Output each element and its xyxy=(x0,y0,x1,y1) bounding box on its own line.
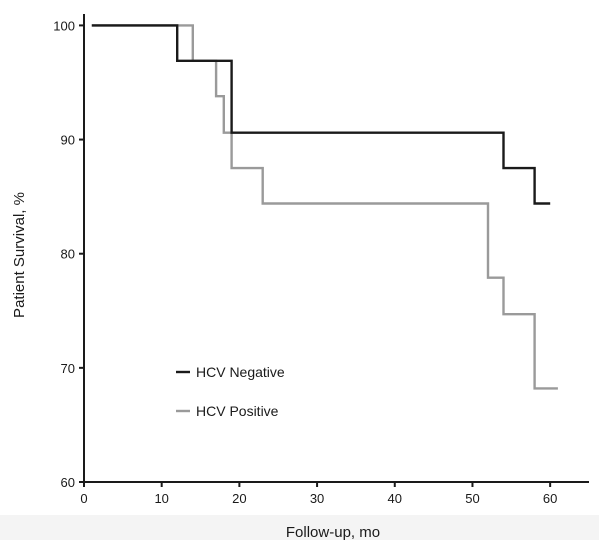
y-tick-label: 90 xyxy=(61,133,75,148)
y-tick-label: 60 xyxy=(61,475,75,490)
x-tick-label: 20 xyxy=(232,491,246,506)
y-axis-title: Patient Survival, % xyxy=(11,192,28,318)
series-line-hcv-positive xyxy=(91,24,558,390)
legend-label-hcv-positive: HCV Positive xyxy=(196,403,279,419)
y-tick-label: 70 xyxy=(61,361,75,376)
x-tick-label: 40 xyxy=(388,491,402,506)
x-tick-label: 30 xyxy=(310,491,324,506)
legend: HCV Negative HCV Positive xyxy=(176,364,285,419)
bottom-band xyxy=(0,515,599,540)
legend-label-hcv-negative: HCV Negative xyxy=(196,364,285,380)
y-tick-label: 80 xyxy=(61,247,75,262)
axes: 60 70 80 90 100 0 10 20 30 40 50 60 xyxy=(53,14,589,506)
y-tick-label: 100 xyxy=(53,18,75,33)
x-tick-label: 0 xyxy=(80,491,87,506)
x-tick-label: 50 xyxy=(465,491,479,506)
x-tick-label: 10 xyxy=(154,491,168,506)
x-tick-label: 60 xyxy=(543,491,557,506)
x-axis-title: Follow-up, mo xyxy=(286,524,380,540)
series-line-hcv-negative xyxy=(91,24,551,205)
series-layer xyxy=(91,24,558,390)
